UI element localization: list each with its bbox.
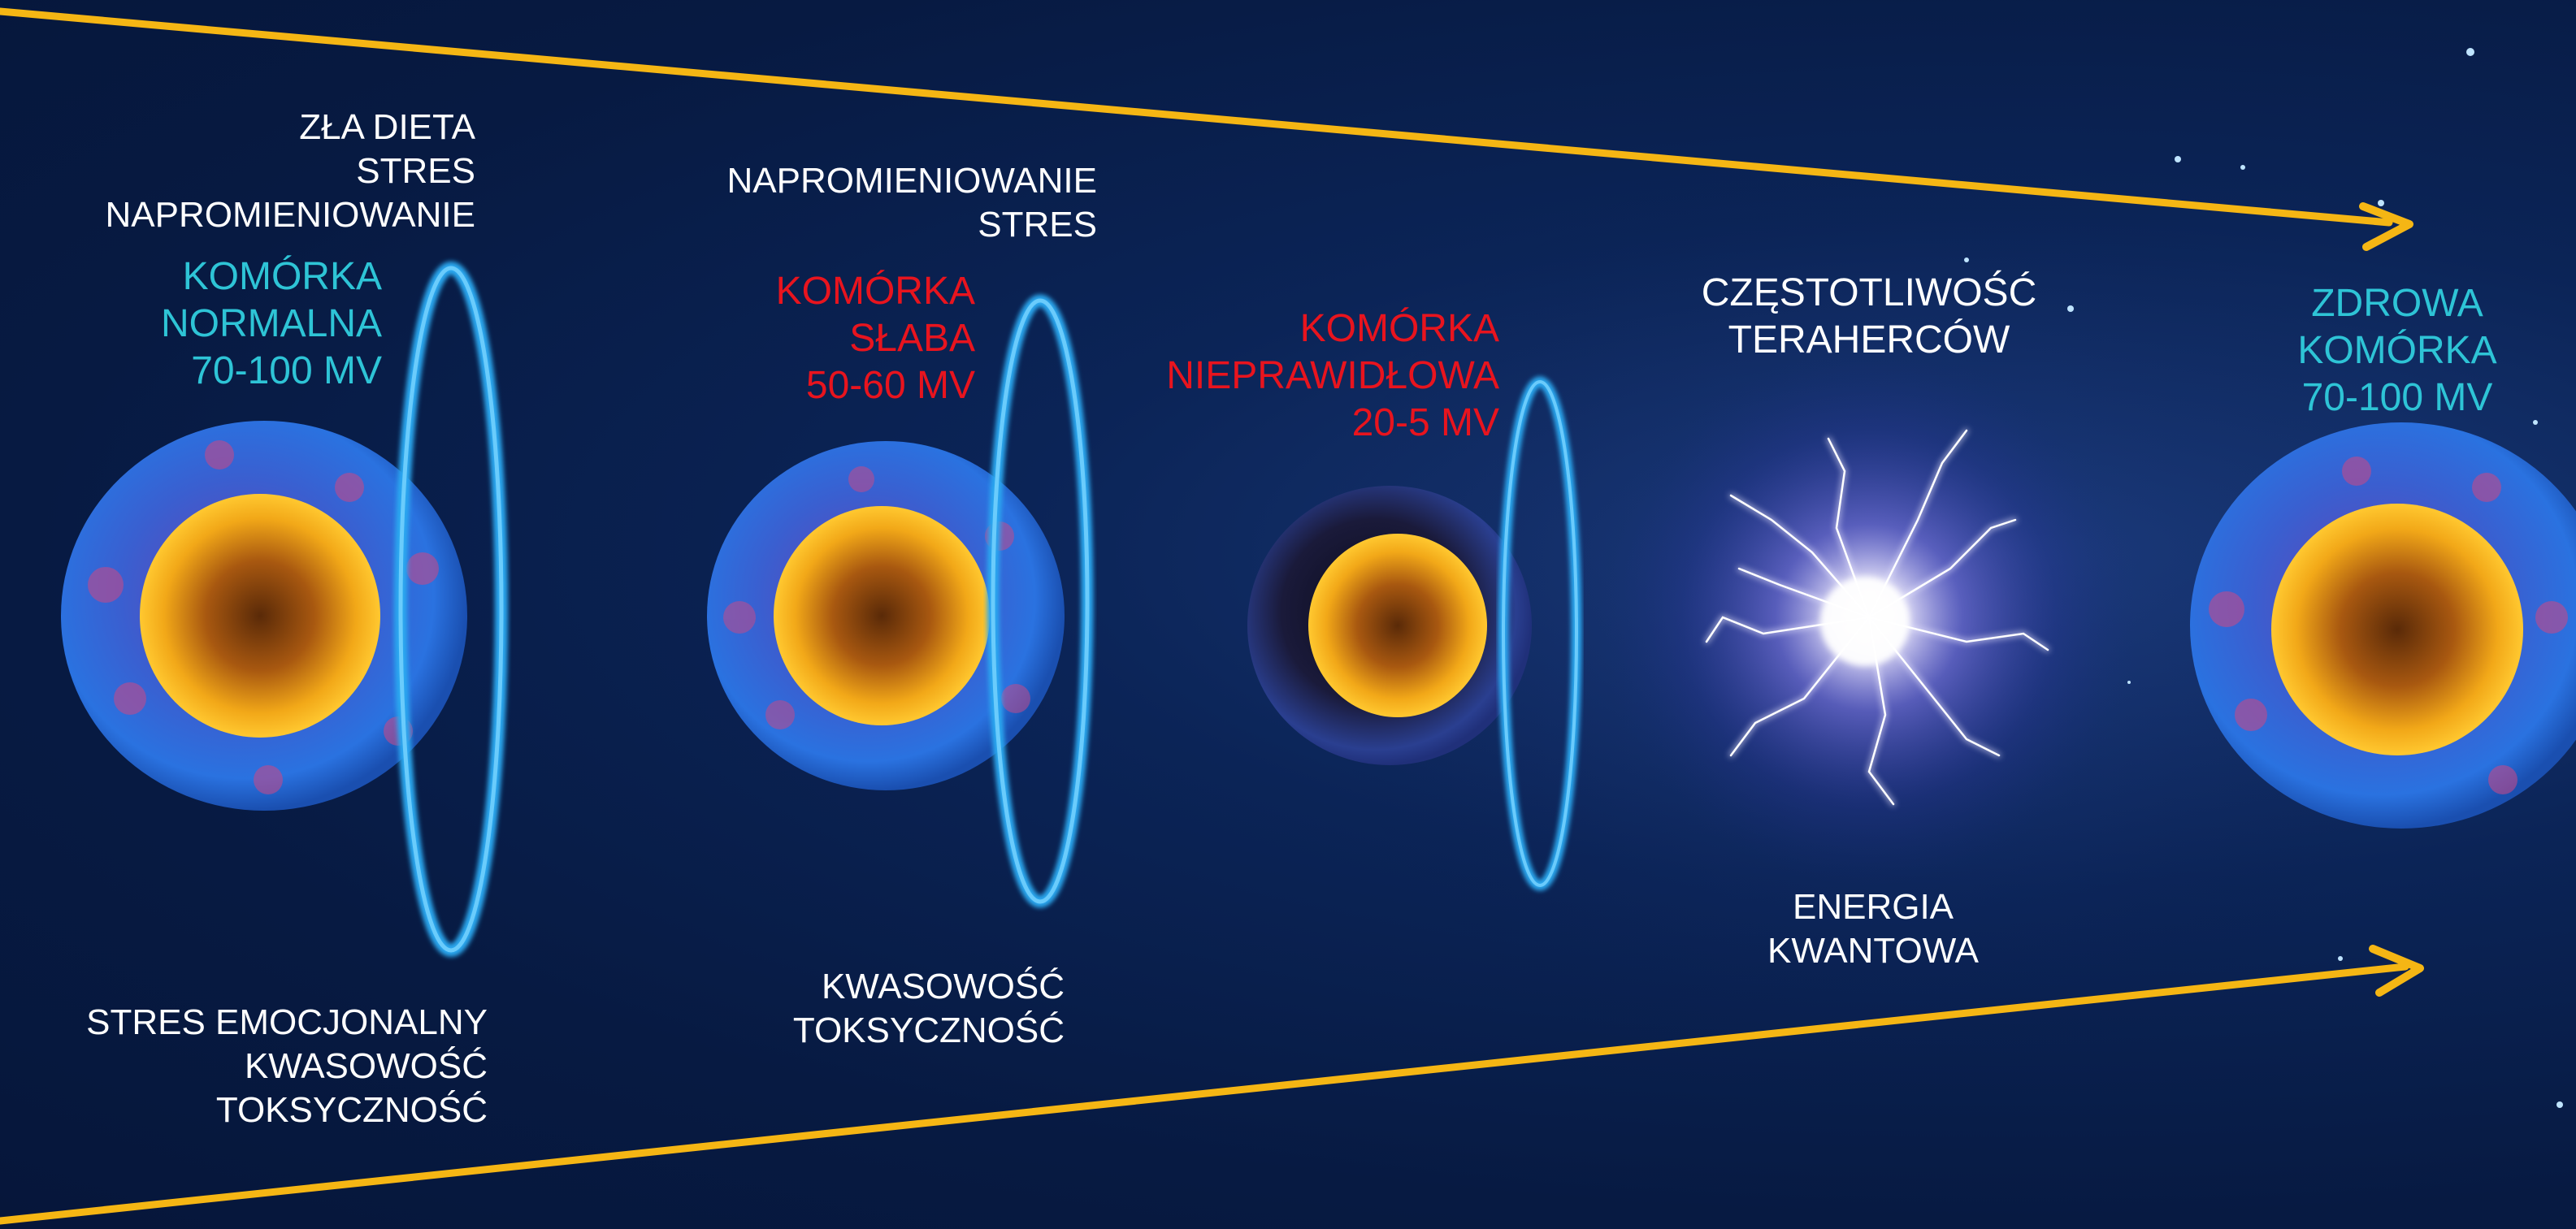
factor-label: STRES [978, 205, 1097, 245]
terahertz-label: CZĘSTOTLIWOŚĆ TERAHERCÓW [1650, 270, 2088, 364]
cell-name: KOMÓRKA [182, 255, 382, 298]
stage1-bottom-factors: STRES EMOCJONALNY KWASOWOŚĆ TOKSYCZNOŚĆ [81, 1001, 488, 1132]
bottom-arrow [0, 945, 2424, 1225]
cell-name: KOMÓRKA [2297, 329, 2497, 372]
cell-name: NORMALNA [160, 302, 382, 345]
frequency-label: TERAHERCÓW [1728, 318, 2010, 361]
cell-name: KOMÓRKA [775, 270, 975, 313]
cell-voltage: 20-5 MV [1351, 401, 1499, 444]
healthy-cell [2190, 422, 2576, 829]
normal-cell [61, 262, 508, 957]
cell-name: SŁABA [849, 317, 975, 360]
cell-name: NIEPRAWIDŁOWA [1166, 354, 1499, 397]
factor-label: NAPROMIENIOWANIE [726, 161, 1097, 201]
quantum-energy-label: ENERGIA KWANTOWA [1706, 885, 2040, 973]
factor-label: TOKSYCZNOŚĆ [792, 1010, 1065, 1050]
factor-label: ZŁA DIETA [299, 107, 475, 147]
top-arrow [0, 7, 2413, 251]
energy-label: ENERGIA [1792, 887, 1954, 927]
energy-label: KWANTOWA [1767, 931, 1979, 971]
cell-name: ZDROWA [2311, 282, 2483, 325]
abnormal-cell [1247, 376, 1582, 891]
factor-label: TOKSYCZNOŚĆ [215, 1090, 488, 1130]
stage5-cell-label: ZDROWA KOMÓRKA 70-100 MV [2267, 280, 2527, 422]
terahertz-energy-burst [1601, 349, 2137, 885]
stage3-cell-label: KOMÓRKA NIEPRAWIDŁOWA 20-5 MV [1154, 305, 1499, 447]
stage2-top-factors: NAPROMIENIOWANIE STRES [699, 159, 1097, 247]
factor-label: KWASOWOŚĆ [244, 1046, 488, 1086]
weak-cell [707, 294, 1094, 908]
cell-voltage: 70-100 MV [2301, 376, 2493, 419]
stage2-bottom-factors: KWASOWOŚĆ TOKSYCZNOŚĆ [731, 965, 1065, 1053]
factor-label: STRES [356, 151, 475, 191]
cell-name: KOMÓRKA [1299, 307, 1499, 350]
factor-label: NAPROMIENIOWANIE [105, 195, 475, 235]
stage1-cell-label: KOMÓRKA NORMALNA 70-100 MV [81, 253, 382, 395]
cell-voltage: 50-60 MV [805, 364, 975, 407]
factor-label: KWASOWOŚĆ [821, 967, 1065, 1006]
frequency-label: CZĘSTOTLIWOŚĆ [1701, 271, 2037, 314]
stage2-cell-label: KOMÓRKA SŁABA 50-60 MV [715, 268, 975, 409]
stage1-top-factors: ZŁA DIETA STRES NAPROMIENIOWANIE [81, 106, 475, 237]
cell-voltage: 70-100 MV [191, 349, 382, 392]
factor-label: STRES EMOCJONALNY [86, 1002, 488, 1042]
